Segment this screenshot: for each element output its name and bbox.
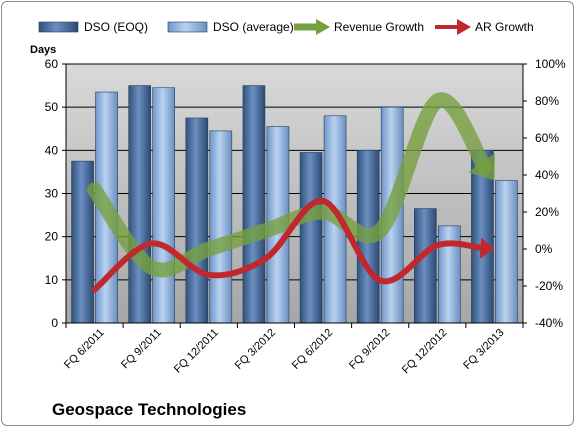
bar — [299, 152, 323, 324]
legend-item: Revenue Growth — [294, 19, 424, 35]
y-tick-label: 40 — [45, 143, 59, 157]
bar — [438, 225, 461, 324]
bar — [185, 117, 209, 324]
x-tick-label: FQ 6/2011 — [62, 327, 107, 372]
y2-tick-label: 60% — [535, 131, 559, 145]
arrow-head — [468, 153, 496, 181]
legend-item: AR Growth — [435, 19, 534, 35]
bar — [209, 130, 233, 324]
x-tick-label: FQ 3/2013 — [461, 327, 506, 372]
y-tick-label: 0 — [51, 316, 58, 330]
bar — [242, 85, 266, 324]
x-tick-label: FQ 12/2012 — [400, 327, 450, 377]
y-tick-label: 50 — [45, 100, 59, 114]
bar — [128, 85, 151, 324]
legend-label: DSO (EOQ) — [84, 20, 148, 34]
legend-item: DSO (average) — [167, 20, 294, 34]
series-line-revenue-growth — [87, 92, 492, 278]
y-tick-label: 10 — [45, 273, 59, 287]
series-line-ar-growth — [91, 197, 487, 293]
y-axis-title: Days — [30, 44, 56, 56]
y2-tick-label: 100% — [535, 57, 566, 71]
y2-tick-label: 0% — [535, 242, 553, 256]
bar — [152, 87, 175, 324]
y-tick-label: 60 — [45, 57, 59, 71]
legend-swatch — [167, 21, 208, 33]
legend-label: Revenue Growth — [334, 20, 424, 34]
x-tick-label: FQ 9/2012 — [347, 327, 392, 372]
legend-swatch — [38, 21, 79, 33]
y2-tick-label: -20% — [535, 279, 563, 293]
growth-lines — [87, 92, 496, 293]
legend-label: DSO (average) — [213, 20, 294, 34]
x-tick-label: FQ 9/2011 — [119, 327, 164, 372]
y2-tick-label: 20% — [535, 205, 559, 219]
y2-tick-label: 40% — [535, 168, 559, 182]
bar — [414, 208, 437, 324]
x-tick-label: FQ 12/2011 — [172, 327, 221, 376]
legend: DSO (EOQ) DSO (average) Revenue Growth AR G… — [38, 19, 534, 35]
arrow-head — [479, 237, 495, 259]
legend-item: DSO (EOQ) — [38, 20, 148, 34]
legend-label: AR Growth — [475, 20, 534, 34]
x-tick-label: FQ 3/2012 — [233, 327, 278, 372]
x-tick-label: FQ 6/2012 — [290, 327, 335, 372]
y2-tick-label: 80% — [535, 94, 559, 108]
footer-title: Geospace Technologies — [52, 400, 247, 419]
y2-tick-label: -40% — [535, 316, 563, 330]
legend-arrow — [316, 19, 330, 35]
bar — [495, 180, 518, 324]
y-tick-label: 20 — [45, 230, 59, 244]
legend-arrow — [457, 19, 471, 35]
y-tick-label: 30 — [45, 187, 59, 201]
